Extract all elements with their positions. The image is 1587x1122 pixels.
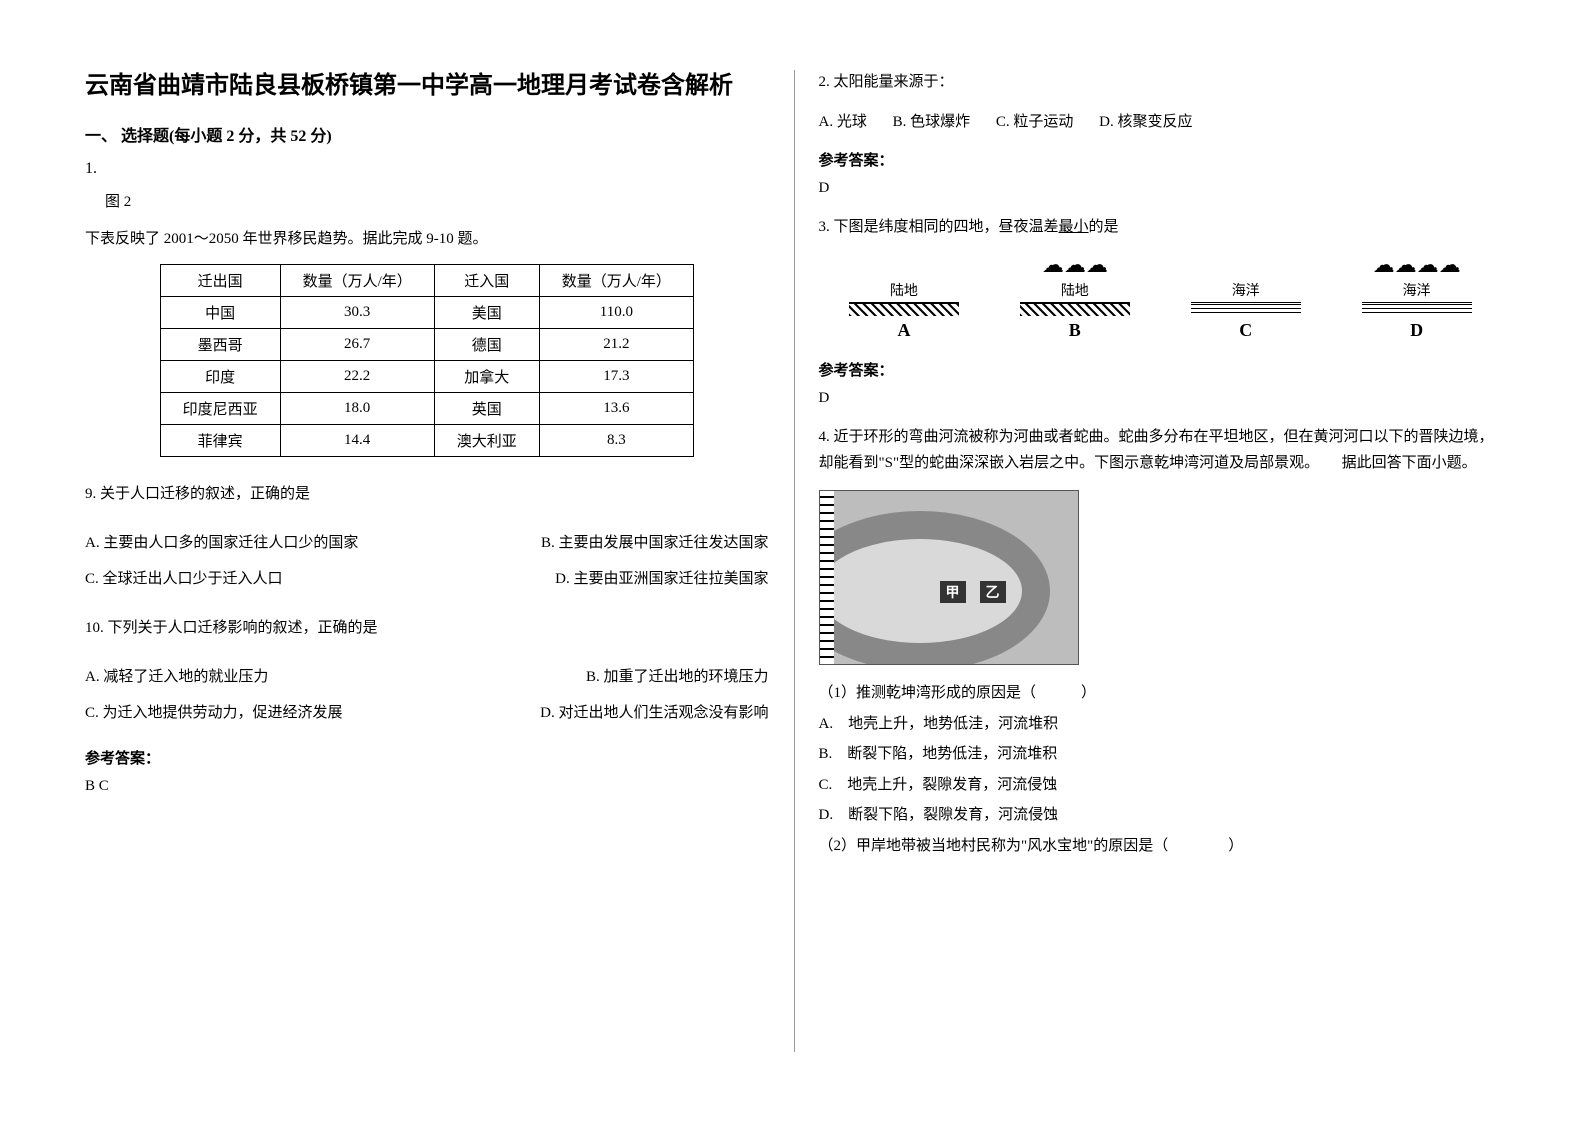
diagram-cell: 陆地 A <box>849 254 959 341</box>
q10-stem: 10. 下列关于人口迁移影响的叙述，正确的是 <box>85 613 769 643</box>
q1-number: 1. <box>85 160 769 178</box>
table-row: 墨西哥26.7德国21.2 <box>160 328 693 360</box>
q9-options: A. 主要由人口多的国家迁往人口少的国家 B. 主要由发展中国家迁往发达国家 C… <box>85 525 769 597</box>
opt: B. 断裂下陷，地势低洼，河流堆积 <box>819 740 1503 769</box>
figure-labels: 甲 乙 <box>940 581 1006 603</box>
table-header-row: 迁出国 数量（万人/年） 迁入国 数量（万人/年） <box>160 264 693 296</box>
q3-diagram: 陆地 A ☁☁☁ 陆地 B 海洋 C ☁☁☁☁ 海洋 D <box>819 254 1503 341</box>
river-bend-icon <box>819 511 1050 665</box>
q4-sub1: （1）推测乾坤湾形成的原因是（ ） A. 地壳上升，地势低洼，河流堆积 B. 断… <box>819 679 1503 860</box>
answer-label: 参考答案： <box>85 747 769 768</box>
diagram-cell: ☁☁☁☁ 海洋 D <box>1362 254 1472 341</box>
opt: A. 光球 <box>819 114 867 130</box>
answer: B C <box>85 778 769 795</box>
opt: B. 加重了迁出地的环境压力 <box>586 659 769 695</box>
cloud-icon <box>849 254 959 278</box>
table-row: 中国30.3美国110.0 <box>160 296 693 328</box>
q2-stem: 2. 太阳能量来源于： <box>819 70 1503 96</box>
column-divider <box>794 70 795 1052</box>
migration-table: 迁出国 数量（万人/年） 迁入国 数量（万人/年） 中国30.3美国110.0 … <box>160 264 694 457</box>
q2-options: A. 光球 B. 色球爆炸 C. 粒子运动 D. 核聚变反应 <box>819 110 1503 131</box>
q4-figure: 甲 乙 <box>819 490 1079 665</box>
opt: D. 主要由亚洲国家迁往拉美国家 <box>555 561 768 597</box>
answer: D <box>819 180 1503 197</box>
doc-title: 云南省曲靖市陆良县板桥镇第一中学高一地理月考试卷含解析 <box>85 70 769 104</box>
sea-icon <box>1191 302 1301 316</box>
answer: D <box>819 390 1503 407</box>
opt: C. 地壳上升，裂隙发育，河流侵蚀 <box>819 771 1503 800</box>
diagram-cell: ☁☁☁ 陆地 B <box>1020 254 1130 341</box>
diagram-cell: 海洋 C <box>1191 254 1301 341</box>
left-column: 云南省曲靖市陆良县板桥镇第一中学高一地理月考试卷含解析 一、 选择题(每小题 2… <box>60 70 794 1052</box>
cloud-icon: ☁☁☁☁ <box>1362 254 1472 278</box>
th: 迁出国 <box>160 264 280 296</box>
opt: D. 对迁出地人们生活观念没有影响 <box>540 695 768 731</box>
q1-stem: 下表反映了 2001～2050 年世界移民趋势。据此完成 9-10 题。 <box>85 227 769 248</box>
cloud-icon: ☁☁☁ <box>1020 254 1130 278</box>
opt: C. 全球迁出人口少于迁入人口 <box>85 561 283 597</box>
opt: C. 为迁入地提供劳动力，促进经济发展 <box>85 695 343 731</box>
ruler-icon <box>820 491 834 664</box>
sub-stem: （1）推测乾坤湾形成的原因是（ ） <box>819 679 1503 708</box>
section-header: 一、 选择题(每小题 2 分，共 52 分) <box>85 122 769 146</box>
land-icon <box>1020 302 1130 316</box>
answer-label: 参考答案： <box>819 149 1503 170</box>
opt: B. 主要由发展中国家迁往发达国家 <box>541 525 769 561</box>
opt: C. 粒子运动 <box>996 114 1074 130</box>
table-row: 菲律宾14.4澳大利亚8.3 <box>160 424 693 456</box>
opt: A. 减轻了迁入地的就业压力 <box>85 659 268 695</box>
th: 数量（万人/年） <box>539 264 693 296</box>
opt: B. 色球爆炸 <box>893 114 971 130</box>
table-row: 印度尼西亚18.0英国13.6 <box>160 392 693 424</box>
sub-stem: （2）甲岸地带被当地村民称为"风水宝地"的原因是（ ） <box>819 832 1503 861</box>
answer-label: 参考答案： <box>819 359 1503 380</box>
opt: D. 断裂下陷，裂隙发育，河流侵蚀 <box>819 801 1503 830</box>
land-icon <box>849 302 959 316</box>
opt: D. 核聚变反应 <box>1099 114 1192 130</box>
cloud-icon <box>1191 254 1301 278</box>
q9-stem: 9. 关于人口迁移的叙述，正确的是 <box>85 479 769 509</box>
table-row: 印度22.2加拿大17.3 <box>160 360 693 392</box>
th: 迁入国 <box>434 264 539 296</box>
q4-stem: 4. 近于环形的弯曲河流被称为河曲或者蛇曲。蛇曲多分布在平坦地区，但在黄河河口以… <box>819 425 1503 476</box>
opt: A. 主要由人口多的国家迁往人口少的国家 <box>85 525 358 561</box>
right-column: 2. 太阳能量来源于： A. 光球 B. 色球爆炸 C. 粒子运动 D. 核聚变… <box>794 70 1528 1052</box>
opt: A. 地壳上升，地势低洼，河流堆积 <box>819 710 1503 739</box>
sea-icon <box>1362 302 1472 316</box>
q10-options: A. 减轻了迁入地的就业压力 B. 加重了迁出地的环境压力 C. 为迁入地提供劳… <box>85 659 769 731</box>
q3-stem: 3. 下图是纬度相同的四地，昼夜温差最小的是 <box>819 215 1503 241</box>
q1-fig-label: 图 2 <box>105 190 769 211</box>
th: 数量（万人/年） <box>280 264 434 296</box>
